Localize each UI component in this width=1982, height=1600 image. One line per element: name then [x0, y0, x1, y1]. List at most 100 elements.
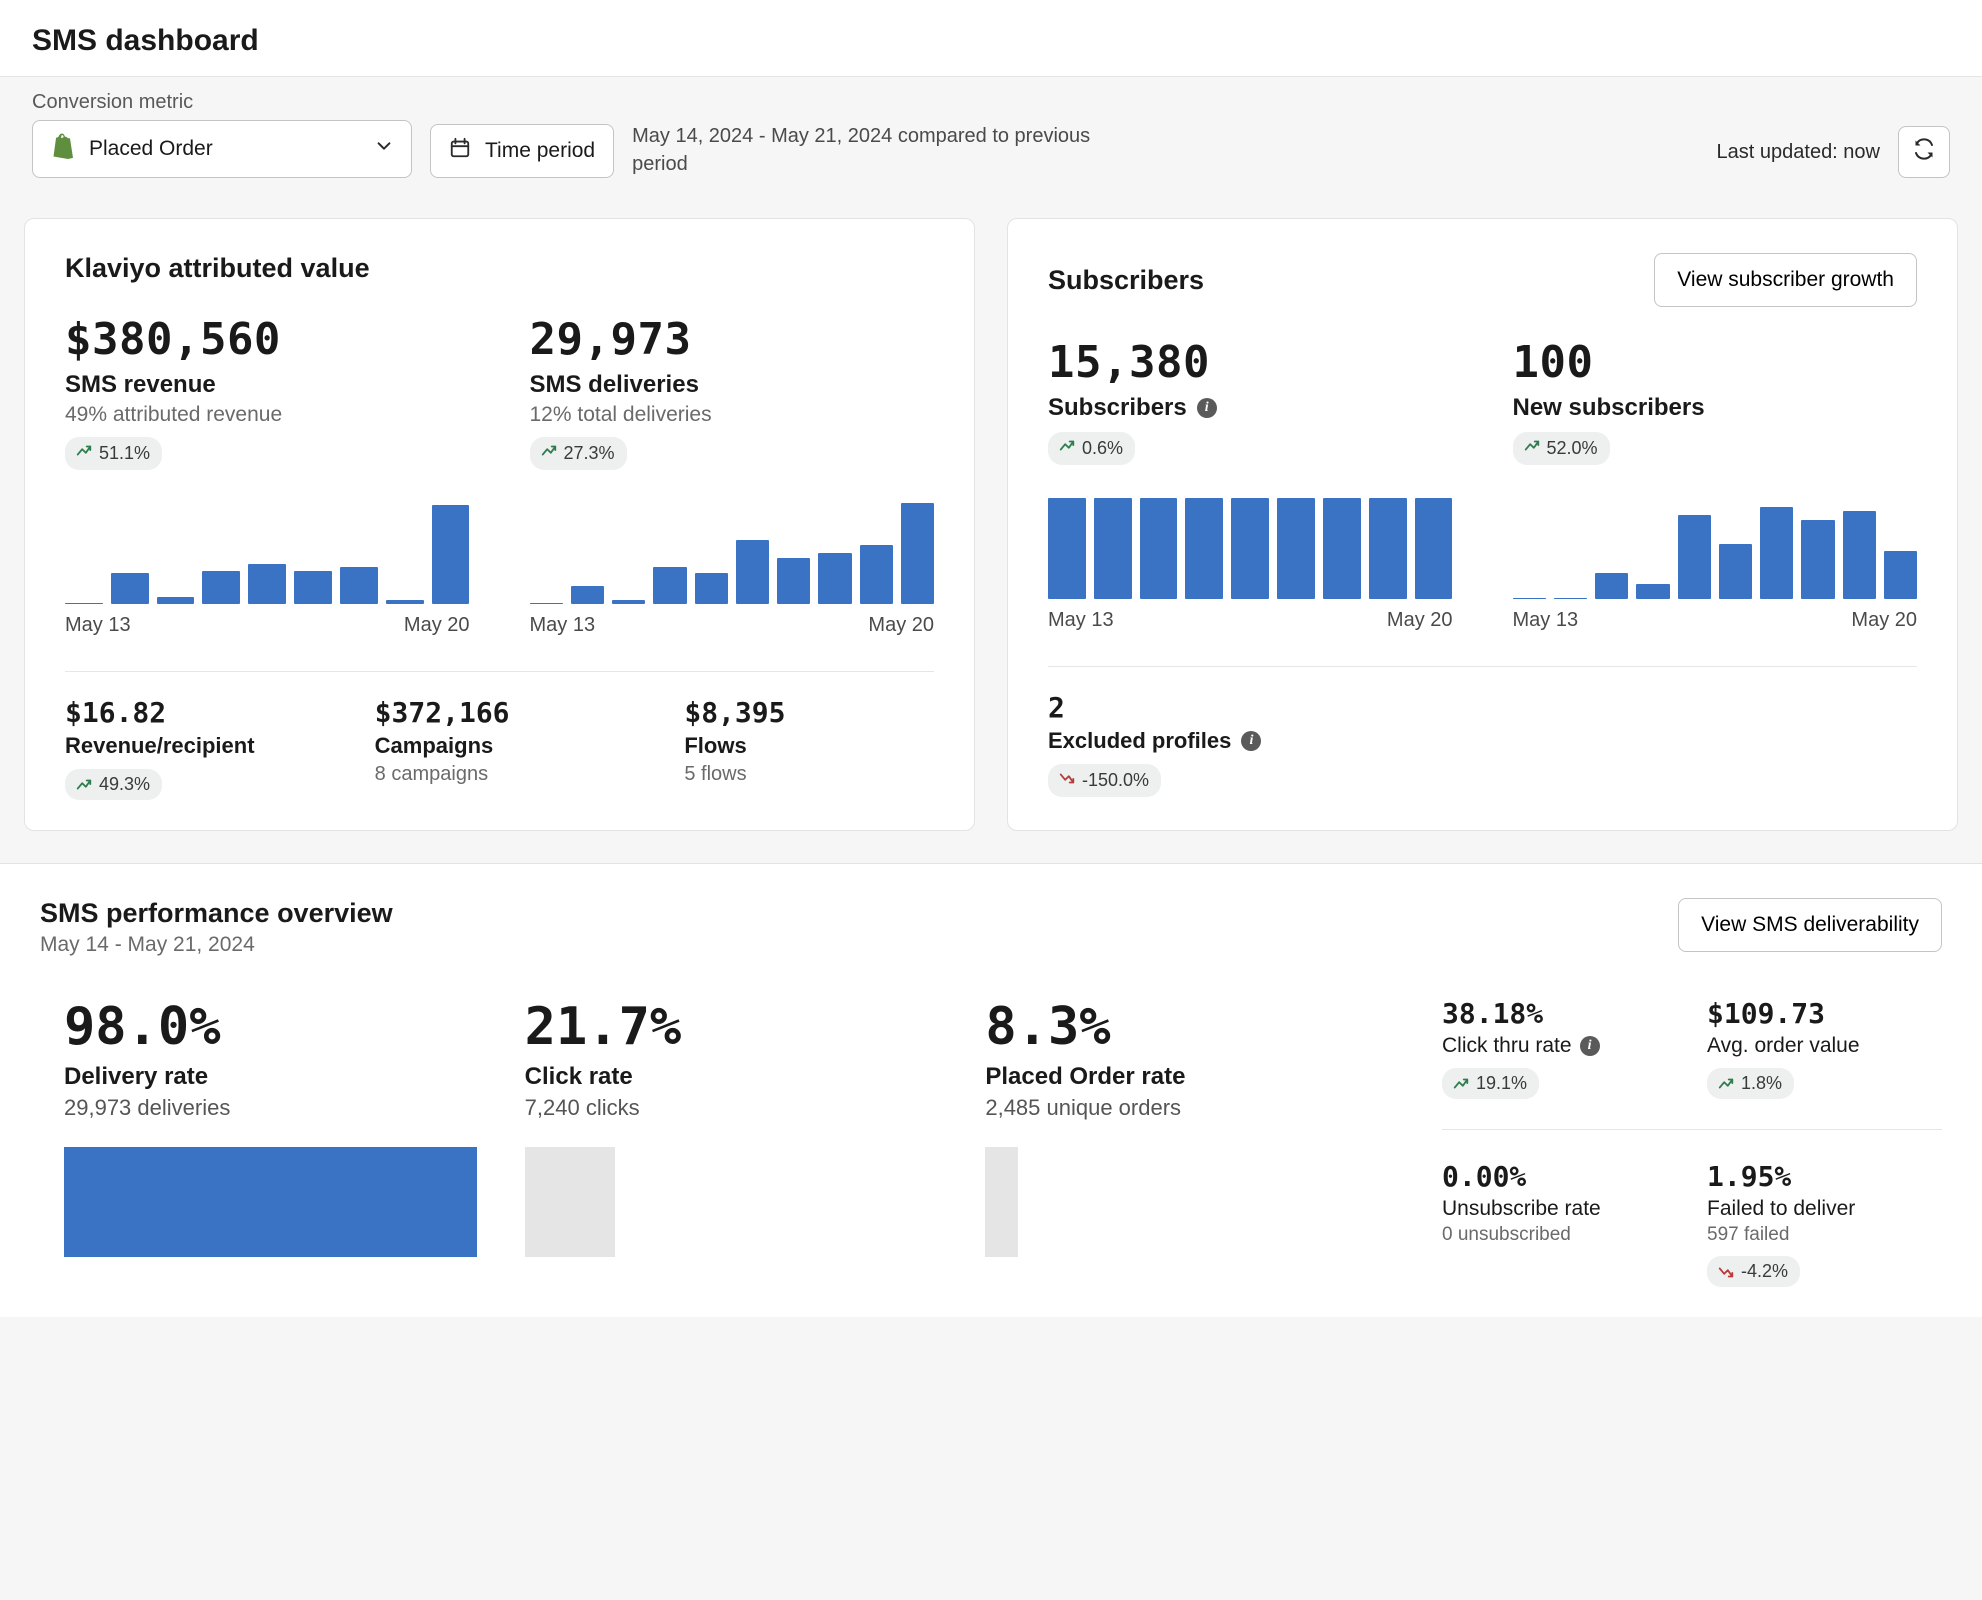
chart-bar: [530, 603, 563, 604]
axis-start: May 13: [1513, 609, 1579, 632]
axis-end: May 20: [404, 614, 470, 637]
date-range-summary: May 14, 2024 - May 21, 2024 compared to …: [632, 122, 1092, 178]
chart-bar: [1185, 498, 1223, 599]
sms-deliveries-label: SMS deliveries: [530, 371, 935, 399]
axis-end: May 20: [1851, 609, 1917, 632]
excluded-label: Excluded profiles: [1048, 728, 1231, 754]
chart-bar: [1513, 598, 1546, 599]
subscribers-trend: 0.6%: [1048, 432, 1135, 465]
page-title-bar: SMS dashboard: [0, 0, 1982, 77]
chart-bar: [1760, 507, 1793, 599]
shopify-icon: [51, 133, 75, 165]
top-cards-row: Klaviyo attributed value $380,560 SMS re…: [0, 186, 1982, 863]
chart-bar: [1595, 573, 1628, 599]
chart-bar: [653, 567, 686, 604]
funnel-step: 8.3% Placed Order rate 2,485 unique orde…: [961, 997, 1422, 1287]
trend-up-icon: [75, 442, 93, 465]
chart-bar: [157, 597, 195, 604]
performance-side-stats: 38.18% Click thru ratei 19.1%$109.73 Avg…: [1442, 997, 1942, 1287]
substat: $372,166 Campaigns8 campaigns: [375, 696, 625, 800]
sms-revenue-label: SMS revenue: [65, 371, 470, 399]
chevron-down-icon: [375, 137, 393, 161]
attributed-title: Klaviyo attributed value: [65, 253, 370, 284]
new-subscribers-block: 100 New subscribers 52.0%: [1513, 337, 1918, 465]
trend-down-icon: [1058, 769, 1076, 792]
subscribers-title: Subscribers: [1048, 265, 1204, 296]
axis-start: May 13: [530, 614, 596, 637]
new-subscribers-chart: May 13 May 20: [1513, 489, 1918, 632]
chart-bar: [1277, 498, 1315, 599]
chart-bar: [777, 558, 810, 604]
sms-deliveries-block: 29,973 SMS deliveries 12% total deliveri…: [530, 314, 935, 470]
excluded-value: 2: [1048, 691, 1298, 724]
excluded-trend: -150.0%: [1048, 764, 1161, 797]
view-subscriber-growth-button[interactable]: View subscriber growth: [1654, 253, 1917, 307]
new-subscribers-trend: 52.0%: [1513, 432, 1610, 465]
chart-bar: [1801, 520, 1834, 599]
chart-bar: [695, 573, 728, 604]
sms-revenue-block: $380,560 SMS revenue 49% attributed reve…: [65, 314, 470, 470]
subscribers-block: 15,380 Subscribers i 0.6%: [1048, 337, 1453, 465]
refresh-button[interactable]: [1898, 126, 1950, 178]
sms-revenue-chart: May 13 May 20: [65, 494, 470, 637]
chart-bar: [1323, 498, 1361, 599]
sms-deliveries-value: 29,973: [530, 314, 935, 365]
side-stat: 38.18% Click thru ratei 19.1%: [1442, 997, 1677, 1099]
chart-bar: [1678, 515, 1711, 599]
trend-up-icon: [540, 442, 558, 465]
subscribers-card: Subscribers View subscriber growth 15,38…: [1007, 218, 1958, 831]
trend-up-icon: [1523, 437, 1541, 460]
excluded-profiles-block: 2 Excluded profiles i -150.0%: [1048, 691, 1298, 797]
info-icon[interactable]: i: [1580, 1036, 1600, 1056]
calendar-icon: [449, 137, 471, 165]
chart-bar: [1636, 584, 1669, 599]
chart-bar: [432, 505, 470, 604]
attributed-substats: $16.82 Revenue/recipient 49.3% $372,166 C…: [65, 696, 934, 800]
chart-bar: [1719, 544, 1752, 599]
chart-bar: [1884, 551, 1917, 599]
sms-revenue-sub: 49% attributed revenue: [65, 403, 470, 427]
performance-row: 98.0% Delivery rate 29,973 deliveries 21…: [40, 997, 1942, 1287]
chart-bar: [202, 571, 240, 604]
chart-bar: [248, 564, 286, 604]
axis-start: May 13: [1048, 609, 1114, 632]
axis-end: May 20: [1387, 609, 1453, 632]
conversion-metric-select[interactable]: Placed Order: [32, 120, 412, 178]
axis-end: May 20: [868, 614, 934, 637]
filters-bar: Conversion metric Placed Order Time peri…: [0, 77, 1982, 186]
chart-bar: [571, 586, 604, 604]
chart-bar: [612, 600, 645, 604]
page-title: SMS dashboard: [32, 24, 1950, 58]
time-period-button[interactable]: Time period: [430, 124, 614, 178]
chart-bar: [340, 567, 378, 604]
performance-title: SMS performance overview: [40, 898, 393, 929]
subscribers-label: Subscribers: [1048, 394, 1187, 422]
sms-deliveries-chart: May 13 May 20: [530, 494, 935, 637]
substat: $8,395 Flows5 flows: [684, 696, 934, 800]
conversion-metric-value: Placed Order: [89, 137, 213, 161]
performance-overview-card: SMS performance overview May 14 - May 21…: [0, 863, 1982, 1317]
funnel-step: 98.0% Delivery rate 29,973 deliveries: [40, 997, 501, 1287]
chart-bar: [1415, 498, 1453, 599]
subscribers-value: 15,380: [1048, 337, 1453, 388]
chart-bar: [111, 573, 149, 604]
attributed-value-card: Klaviyo attributed value $380,560 SMS re…: [24, 218, 975, 831]
chart-bar: [1048, 498, 1086, 599]
chart-bar: [818, 553, 851, 604]
chart-bar: [860, 545, 893, 604]
trend-up-icon: [1058, 437, 1076, 460]
sms-deliveries-trend: 27.3%: [530, 437, 627, 470]
info-icon[interactable]: i: [1197, 398, 1217, 418]
view-deliverability-button[interactable]: View SMS deliverability: [1678, 898, 1942, 952]
side-stat: 0.00% Unsubscribe rate0 unsubscribed: [1442, 1160, 1677, 1287]
substat: $16.82 Revenue/recipient 49.3%: [65, 696, 315, 800]
chart-bar: [1231, 498, 1269, 599]
new-subscribers-label: New subscribers: [1513, 394, 1918, 422]
last-updated-text: Last updated: now: [1717, 141, 1880, 164]
refresh-icon: [1912, 137, 1936, 167]
chart-bar: [901, 503, 934, 604]
info-icon[interactable]: i: [1241, 731, 1261, 751]
chart-bar: [1094, 498, 1132, 599]
last-updated: Last updated: now: [1717, 126, 1950, 178]
conversion-metric-label: Conversion metric: [32, 91, 412, 114]
